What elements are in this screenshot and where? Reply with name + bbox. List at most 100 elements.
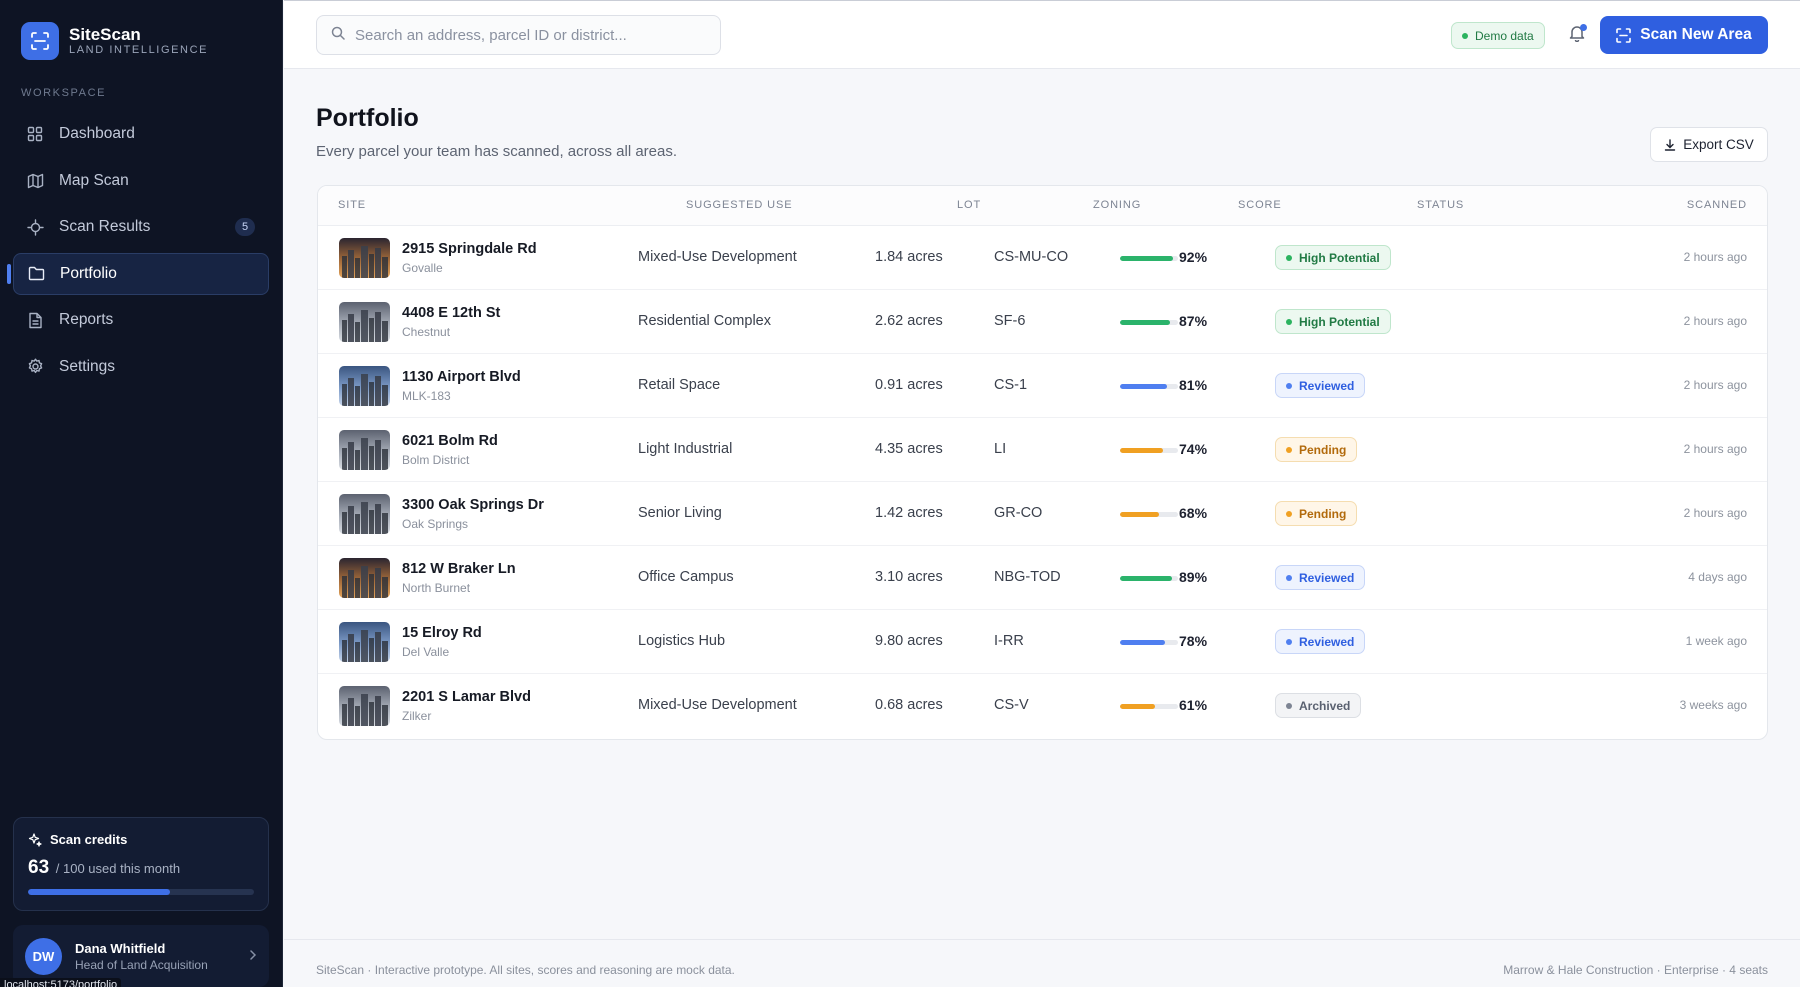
status-badge: Reviewed: [1275, 373, 1366, 398]
credits-progress-fill: [28, 889, 171, 895]
site-address[interactable]: 15 Elroy Rd: [402, 625, 482, 641]
demo-data-label: Demo data: [1475, 28, 1534, 43]
status-dot: [1286, 318, 1292, 325]
site-address[interactable]: 1130 Airport Blvd: [402, 369, 521, 385]
scan-logo-icon: [21, 22, 59, 60]
site-thumbnail: [339, 494, 390, 534]
zoning-code: I-RR: [994, 633, 1024, 649]
site-address[interactable]: 2915 Springdale Rd: [402, 241, 537, 257]
score-value: 92%: [1179, 249, 1208, 265]
table-row[interactable]: 15 Elroy Rd Del Valle Logistics Hub 9.80 ac…: [318, 610, 1767, 674]
site-thumbnail: [339, 302, 390, 342]
score-bar-fill: [1120, 320, 1171, 325]
table-row[interactable]: 1130 Airport Blvd MLK-183 Retail Space 0.91…: [318, 354, 1767, 418]
status-label: Reviewed: [1299, 570, 1355, 585]
link-url-tooltip: localhost:5173/portfolio: [0, 978, 122, 987]
column-header-site[interactable]: SITE: [338, 199, 367, 211]
zoning-code: CS-MU-CO: [994, 249, 1069, 265]
site-address[interactable]: 812 W Braker Ln: [402, 561, 516, 577]
table-row[interactable]: 6021 Bolm Rd Bolm District Light Industria…: [318, 418, 1767, 482]
table-row[interactable]: 2201 S Lamar Blvd Zilker Mixed-Use Develop…: [318, 674, 1767, 738]
score-bar-fill: [1120, 576, 1172, 581]
status-badge: Archived: [1275, 693, 1362, 718]
column-header-scanned[interactable]: SCANNED: [1686, 199, 1747, 211]
score-bar: [1120, 384, 1178, 389]
scanned-time: 3 weeks ago: [1679, 698, 1747, 712]
scan-icon: [1616, 27, 1632, 43]
lot-size: 2.62 acres: [875, 313, 943, 329]
grid-icon: [26, 125, 44, 143]
export-csv-label: Export CSV: [1683, 137, 1754, 152]
table-row[interactable]: 812 W Braker Ln North Burnet Office Campus…: [318, 546, 1767, 610]
scan-credits-card: Scan credits 63 / 100 used this month: [13, 817, 269, 911]
suggested-use: Mixed-Use Development: [638, 249, 797, 265]
status-label: High Potential: [1299, 314, 1380, 329]
column-header-score[interactable]: SCORE: [1238, 199, 1282, 211]
site-thumbnail: [339, 238, 390, 278]
score-bar-fill: [1120, 384, 1167, 389]
scan-new-area-button[interactable]: Scan New Area: [1600, 16, 1768, 54]
status-dot: [1286, 510, 1292, 517]
suggested-use: Light Industrial: [638, 441, 733, 457]
sidebar-item-dashboard[interactable]: Dashboard: [13, 113, 269, 155]
user-profile-menu[interactable]: DW Dana Whitfield Head of Land Acquisiti…: [13, 925, 269, 987]
status-badge: Pending: [1275, 501, 1358, 526]
search-box[interactable]: [316, 15, 721, 55]
brand[interactable]: SiteScan LAND INTELLIGENCE: [21, 22, 208, 60]
sidebar-item-scan-results[interactable]: Scan Results 5: [13, 206, 269, 248]
column-header-suggested-use[interactable]: SUGGESTED USE: [686, 199, 793, 211]
gear-icon: [26, 358, 44, 376]
score-bar: [1120, 256, 1178, 261]
site-address[interactable]: 6021 Bolm Rd: [402, 433, 498, 449]
brand-name: SiteScan: [69, 25, 141, 44]
sidebar-item-settings[interactable]: Settings: [13, 346, 269, 388]
table-row[interactable]: 4408 E 12th St Chestnut Residential Comple…: [318, 290, 1767, 354]
column-header-zoning[interactable]: ZONING: [1093, 199, 1142, 211]
search-icon: [331, 26, 345, 45]
status-label: Reviewed: [1299, 378, 1355, 393]
score-bar-fill: [1120, 640, 1166, 645]
status-badge: Reviewed: [1275, 629, 1366, 654]
column-header-lot[interactable]: LOT: [957, 199, 982, 211]
search-input[interactable]: [355, 26, 695, 44]
sidebar-item-map-scan[interactable]: Map Scan: [13, 160, 269, 202]
zoning-code: LI: [994, 441, 1007, 457]
export-csv-button[interactable]: Export CSV: [1650, 127, 1768, 162]
site-address[interactable]: 4408 E 12th St: [402, 305, 501, 321]
scanned-time: 2 hours ago: [1683, 378, 1747, 392]
scan-new-area-label: Scan New Area: [1640, 26, 1752, 43]
site-address[interactable]: 3300 Oak Springs Dr: [402, 497, 544, 513]
demo-data-badge: Demo data: [1451, 22, 1545, 49]
site-address[interactable]: 2201 S Lamar Blvd: [402, 689, 531, 705]
status-label: Archived: [1299, 698, 1351, 713]
portfolio-table: SITE SUGGESTED USE LOT ZONING SCORE STAT…: [317, 185, 1768, 740]
sidebar-nav: Dashboard Map Scan Scan Results 5 Portfo…: [7, 113, 269, 392]
sidebar-item-portfolio[interactable]: Portfolio: [7, 252, 269, 295]
notification-dot: [1580, 24, 1587, 31]
score-bar-fill: [1120, 448, 1163, 453]
workspace-section-label: WORKSPACE: [21, 87, 107, 99]
sidebar-item-reports[interactable]: Reports: [13, 299, 269, 341]
score-value: 87%: [1179, 313, 1208, 329]
map-icon: [26, 172, 44, 190]
status-label: Pending: [1299, 442, 1347, 457]
table-row[interactable]: 3300 Oak Springs Dr Oak Springs Senior Liv…: [318, 482, 1767, 546]
lot-size: 1.84 acres: [875, 249, 943, 265]
footer-org-info: Marrow & Hale Construction · Enterprise …: [1503, 963, 1768, 977]
notifications-button[interactable]: [1566, 24, 1588, 46]
status-badge: High Potential: [1275, 245, 1391, 270]
brand-tagline: LAND INTELLIGENCE: [69, 44, 209, 56]
column-header-status[interactable]: STATUS: [1417, 199, 1465, 211]
site-district: Bolm District: [402, 453, 470, 467]
status-badge: Pending: [1275, 437, 1358, 462]
zoning-code: GR-CO: [994, 505, 1043, 521]
status-dot: [1286, 574, 1292, 581]
folder-icon: [27, 265, 45, 283]
scanned-time: 2 hours ago: [1683, 314, 1747, 328]
scanned-time: 4 days ago: [1688, 570, 1747, 584]
status-dot: [1286, 254, 1292, 261]
table-row[interactable]: 2915 Springdale Rd Govalle Mixed-Use Devel…: [318, 226, 1767, 290]
sidebar-item-label: Dashboard: [59, 125, 135, 142]
score-bar: [1120, 576, 1178, 581]
user-name: Dana Whitfield: [75, 940, 166, 956]
